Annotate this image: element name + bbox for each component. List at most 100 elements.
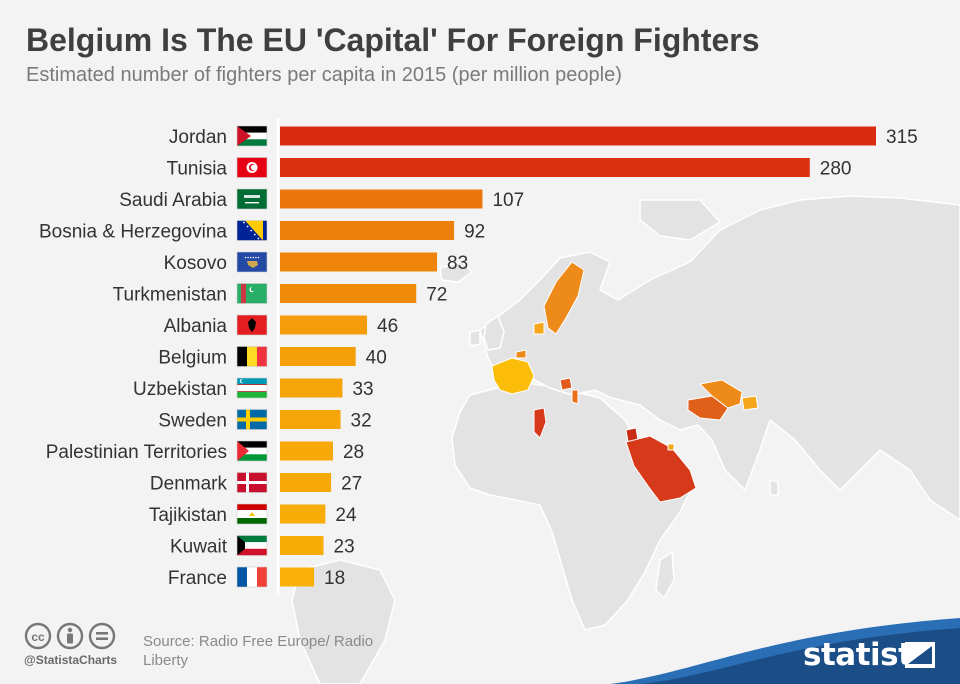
- chart-title: Belgium Is The EU 'Capital' For Foreign …: [26, 22, 760, 58]
- bar: [280, 315, 368, 335]
- flag-stripe: [237, 378, 267, 385]
- category-label: Kosovo: [164, 253, 227, 274]
- tajikistan-flag-icon: [236, 503, 268, 525]
- category-label: Bosnia & Herzegovina: [39, 222, 227, 243]
- flag-crescent-cut: [250, 164, 257, 171]
- value-label: 72: [426, 285, 447, 306]
- map-eurasia: [479, 195, 960, 521]
- flag-cross: [237, 481, 267, 484]
- value-label: 83: [447, 253, 468, 274]
- value-label: 18: [324, 568, 345, 589]
- map-denmark: [533, 321, 545, 335]
- category-label: Palestinian Territories: [46, 442, 227, 463]
- value-label: 92: [464, 222, 485, 243]
- flag-frame: [236, 346, 268, 367]
- flag-star: [257, 256, 260, 259]
- kuwait-flag-icon: [236, 535, 268, 556]
- flag-frame: [236, 377, 268, 399]
- bar: [280, 284, 417, 303]
- flag-star: [255, 256, 257, 259]
- flag-band: [241, 283, 246, 304]
- flag-sword: [245, 202, 259, 204]
- flag-frame: [236, 220, 268, 241]
- category-label: Sweden: [158, 411, 227, 432]
- bar: [280, 189, 483, 209]
- category-label: Jordan: [169, 127, 227, 148]
- flag-stripe: [237, 548, 267, 556]
- flag-map: [247, 261, 258, 268]
- bar: [280, 378, 343, 398]
- value-label: 23: [334, 537, 355, 558]
- bar: [280, 221, 455, 240]
- map-tunisia: [533, 407, 547, 439]
- flag-stripe: [237, 391, 267, 392]
- flag-stripe: [237, 454, 267, 461]
- flag-stripe: [237, 385, 267, 391]
- flag-stripe: [237, 126, 267, 133]
- category-label: Kuwait: [170, 537, 228, 558]
- flag-frame: [236, 283, 268, 304]
- flag-stripe: [237, 391, 267, 398]
- map-saudi-arabia: [625, 435, 697, 503]
- flag-crescent-cut: [241, 379, 245, 383]
- value-label: 46: [377, 316, 398, 337]
- source-note: Source: Radio Free Europe/ Radio Liberty: [143, 633, 374, 669]
- map-uzbekistan: [699, 379, 743, 409]
- bar: [280, 473, 332, 492]
- flag-stripe: [257, 346, 267, 367]
- statista-logo-mark: [905, 642, 935, 668]
- saudi-arabia-flag-icon: [236, 188, 268, 210]
- jordan-flag-icon: [236, 125, 268, 147]
- flag-frame: [236, 125, 268, 147]
- flag-frame: [236, 472, 268, 493]
- flag-eagle: [248, 318, 256, 332]
- flag-frame: [236, 535, 268, 556]
- flag-stripe: [237, 535, 267, 543]
- flag-stripe: [237, 542, 267, 549]
- flag-stripe: [237, 346, 247, 367]
- category-label: Saudi Arabia: [119, 190, 227, 211]
- flag-cross: [237, 417, 267, 422]
- cc-icon: cc: [24, 622, 52, 650]
- bosnia-herzegovina-flag-icon: [236, 220, 268, 241]
- kosovo-flag-icon: [236, 251, 268, 273]
- bar: [280, 441, 333, 461]
- flag-field: [237, 189, 267, 209]
- turkmenistan-flag-icon: [236, 283, 268, 304]
- category-label: France: [168, 568, 227, 589]
- map-iceland: [439, 261, 473, 283]
- flag-star: [244, 256, 247, 259]
- flag-star: [253, 233, 256, 236]
- value-label: 280: [820, 159, 852, 180]
- flag-stripe: [247, 567, 257, 587]
- category-label: Turkmenistan: [113, 285, 227, 306]
- license-icons: cc: [24, 622, 116, 650]
- map-belgium: [515, 349, 527, 359]
- attribution-icon: [56, 622, 84, 650]
- flag-trapezoid: [237, 535, 245, 556]
- flag-triangle: [245, 220, 263, 241]
- category-label: Denmark: [150, 474, 228, 495]
- flag-triangle: [237, 441, 249, 461]
- category-label: Albania: [164, 316, 228, 337]
- category-label: Tajikistan: [149, 505, 227, 526]
- value-label: 107: [492, 190, 524, 211]
- map-sweden: [543, 261, 585, 335]
- tunisia-flag-icon: [236, 157, 268, 178]
- flag-crescent-cut: [250, 286, 256, 292]
- flag-stripe: [237, 518, 267, 524]
- flag-star: [243, 221, 245, 224]
- bar: [280, 410, 341, 429]
- flag-stripe: [237, 567, 247, 587]
- palestinian-territories-flag-icon: [236, 440, 268, 462]
- flag-star: [247, 256, 249, 259]
- flag-crown: [249, 512, 255, 516]
- flag-frame: [236, 440, 268, 462]
- flag-star: [252, 256, 255, 259]
- category-label: Uzbekistan: [133, 379, 227, 400]
- flag-frame: [236, 409, 268, 430]
- flag-stripe: [237, 384, 267, 385]
- flag-script: [244, 195, 260, 198]
